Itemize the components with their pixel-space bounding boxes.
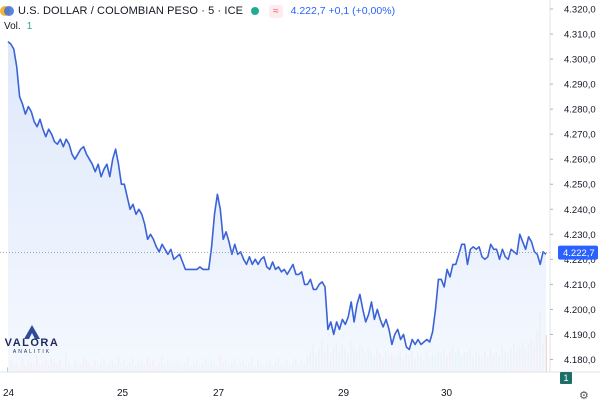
x-tick-label: 27	[213, 388, 225, 399]
volume-label: Vol.	[4, 21, 21, 32]
y-tick-label: 4.310,0	[564, 30, 596, 41]
volume-value: 1	[26, 21, 33, 32]
y-tick-label: 4.280,0	[564, 105, 596, 116]
y-tick-label: 4.250,0	[564, 180, 596, 191]
price-area	[8, 41, 546, 372]
market-status-dot	[251, 7, 260, 15]
last-quote: 4.222,7 +0,1 (+0,00%)	[290, 5, 396, 17]
logo-brand: VALORA	[4, 337, 60, 349]
y-tick-label: 4.270,0	[564, 130, 596, 141]
y-tick-label: 4.300,0	[564, 55, 596, 66]
last-price-tag	[558, 245, 598, 260]
last-price-label: 4.222,7	[563, 248, 595, 259]
logo-sub: ANALITIK	[12, 349, 52, 355]
y-tick-label: 4.180,0	[564, 355, 596, 366]
y-tick-label: 4.320,0	[564, 5, 596, 16]
y-tick-label: 4.290,0	[564, 80, 596, 91]
logo-mark-icon	[24, 325, 40, 339]
chart-header: U.S. DOLLAR / COLOMBIAN PESO · 5 · ICE ≈…	[0, 3, 395, 19]
brand-logo: VALORA ANALITIK	[2, 325, 62, 375]
symbol-title[interactable]: U.S. DOLLAR / COLOMBIAN PESO · 5 · ICE	[18, 5, 244, 17]
volume-bar	[7, 367, 9, 372]
y-tick-label: 4.230,0	[564, 230, 596, 241]
y-tick-label: 4.210,0	[564, 280, 596, 291]
volume-scale-badge[interactable]: 1	[560, 372, 572, 384]
x-tick-label: 25	[117, 388, 129, 399]
settings-icon[interactable]: ⚙	[579, 390, 589, 402]
price-line[interactable]	[7, 40, 547, 351]
y-tick-label: 4.220,0	[564, 255, 596, 266]
y-tick-label: 4.240,0	[564, 205, 596, 216]
y-tick-label: 4.260,0	[564, 155, 596, 166]
compare-icon[interactable]: ≈	[269, 4, 283, 18]
volume-legend: Vol. 1	[4, 21, 32, 32]
x-tick-label: 24	[3, 388, 15, 399]
y-tick-label: 4.190,0	[564, 330, 596, 341]
x-tick-label: 30	[441, 388, 453, 399]
symbol-flag-icon	[0, 4, 14, 18]
y-tick-label: 4.200,0	[564, 305, 596, 316]
x-tick-label: 29	[338, 388, 350, 399]
